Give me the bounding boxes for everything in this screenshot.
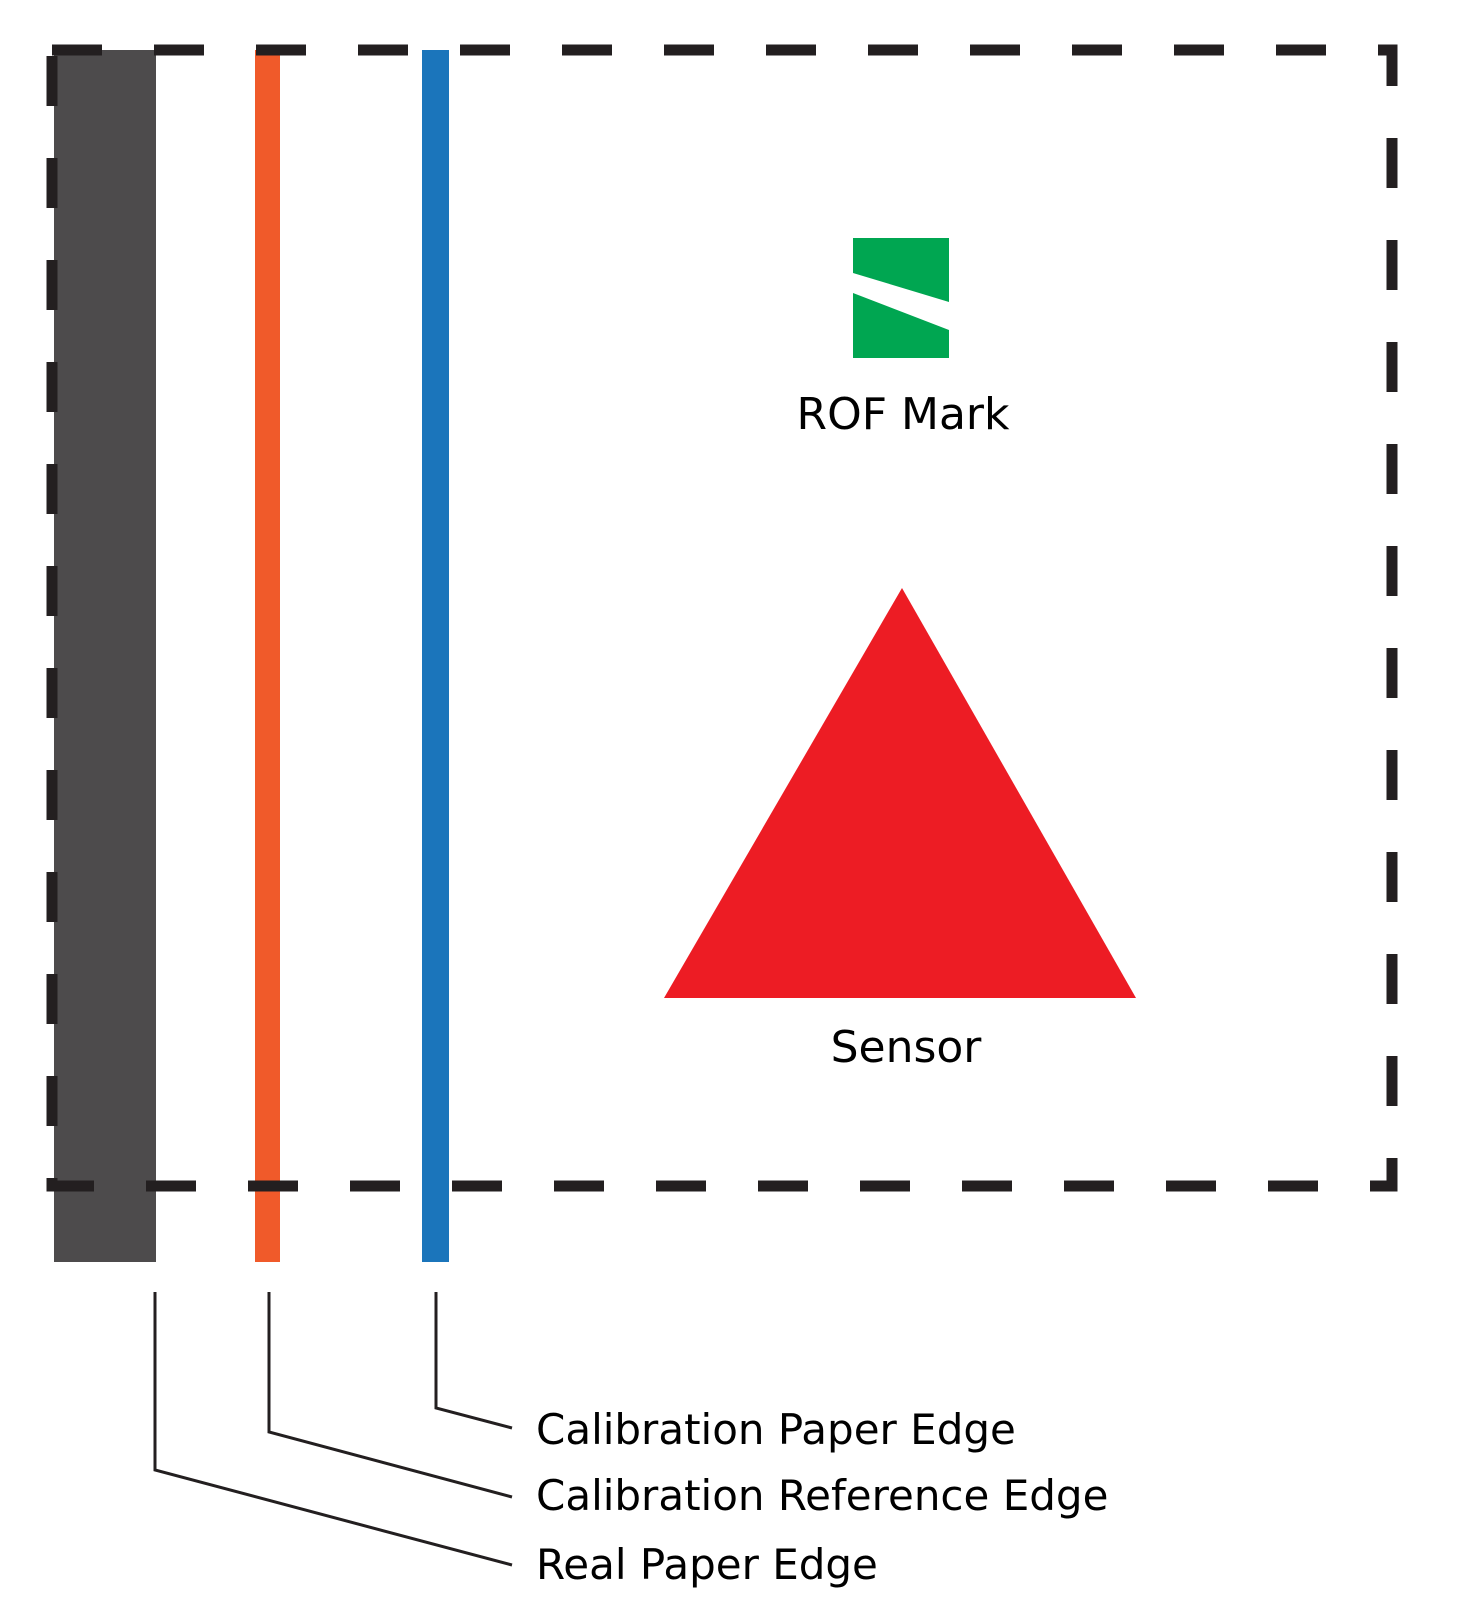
real-paper-edge-leader [153,1292,513,1567]
sensor-label: Sensor [831,1022,983,1073]
calibration-paper-edge-line [422,50,449,1262]
rof-mark-label: ROF Mark [797,389,1011,440]
calibration-reference-edge-label: Calibration Reference Edge [536,1471,1108,1520]
calibration-paper-edge-label: Calibration Paper Edge [536,1405,1016,1454]
rof-mark-icon [853,238,949,358]
real-paper-edge-bar [54,50,156,1262]
calibration-reference-edge-leader [267,1292,513,1499]
rof-mark-top-block [853,238,949,302]
sensing-area-dashed-border [46,44,1398,1192]
calibration-reference-edge-line [255,50,280,1262]
real-paper-edge-label: Real Paper Edge [536,1540,878,1589]
sensor-triangle-icon [664,588,1136,998]
rof-mark-bottom-block [853,293,949,358]
calibration-paper-edge-leader [434,1292,513,1430]
